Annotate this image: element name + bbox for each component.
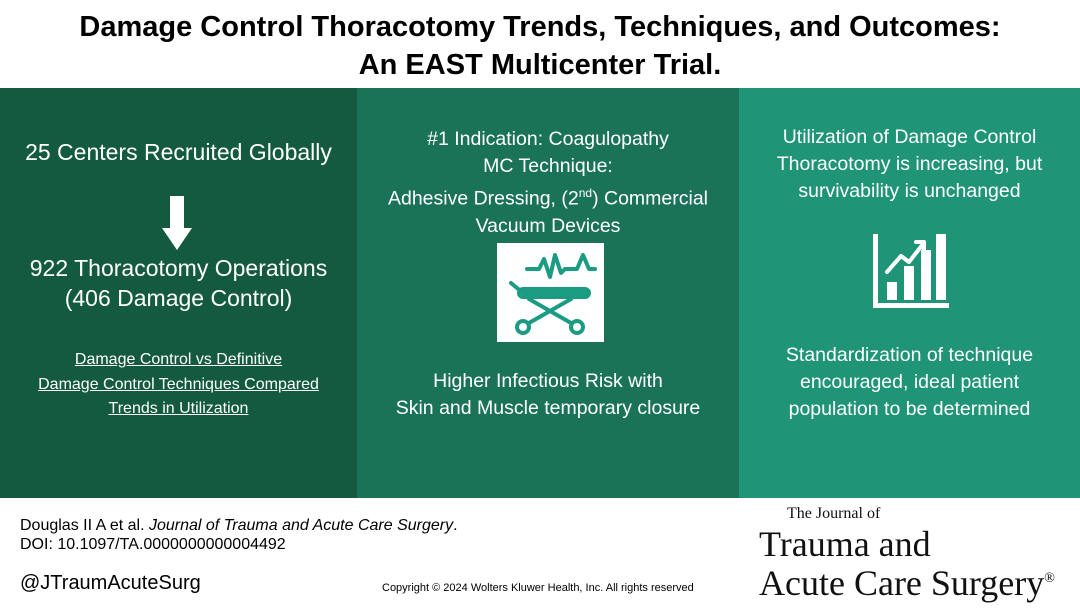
operations-line-2: (406 Damage Control) (64, 285, 293, 311)
topic-dc-vs-definitive: Damage Control vs Definitive (74, 351, 283, 368)
citation: Douglas II A et al. Journal of Trauma an… (20, 516, 458, 554)
journal-logo-line-2: Acute Care Surgery® (759, 563, 1055, 603)
copyright-text: Copyright © 2024 Wolters Kluwer Health, … (382, 582, 694, 594)
bar-chart-trend-icon (873, 234, 949, 308)
utilization-line-2: Thoracotomy is increasing, but (776, 153, 1043, 175)
standardization-text: Standardization of technique encouraged,… (739, 342, 1080, 423)
panel-study-design: 25 Centers Recruited Globally 922 Thorac… (0, 88, 357, 498)
standard-line-1: Standardization of technique (785, 344, 1034, 366)
utilization-line-3: survivability is unchanged (798, 180, 1021, 202)
technique-line-2: Vacuum Devices (475, 214, 621, 237)
title-line-1: Damage Control Thoracotomy Trends, Techn… (79, 11, 1001, 43)
panel-techniques: #1 Indication: Coagulopathy MC Technique… (357, 88, 739, 498)
twitter-handle: @JTraumAcuteSurg (20, 572, 201, 594)
topics-list: Damage Control vs Definitive Damage Cont… (0, 348, 357, 422)
indication-text: #1 Indication: Coagulopathy (427, 128, 669, 150)
utilization-line-1: Utilization of Damage Control (782, 126, 1037, 148)
technique-label: MC Technique: (483, 155, 613, 177)
infection-risk-text: Higher Infectious Risk with Skin and Mus… (357, 368, 739, 422)
topic-techniques-compared: Damage Control Techniques Compared (38, 375, 319, 393)
doi-text: DOI: 10.1097/TA.0000000000004492 (20, 536, 286, 553)
technique-text: #1 Indication: Coagulopathy MC Technique… (357, 126, 739, 240)
infection-line-1: Higher Infectious Risk with (433, 370, 663, 392)
panel-outcomes: Utilization of Damage Control Thoracotom… (739, 88, 1080, 498)
operations-line-1: 922 Thoracotomy Operations (29, 255, 328, 281)
operations-text: 922 Thoracotomy Operations (406 Damage C… (0, 253, 357, 313)
topic-trends: Trends in Utilization (108, 400, 249, 417)
down-arrow-icon (162, 196, 192, 250)
citation-line: Douglas II A et al. Journal of Trauma an… (20, 517, 458, 534)
infection-line-2: Skin and Muscle temporary closure (395, 397, 701, 419)
centers-text: 25 Centers Recruited Globally (25, 139, 332, 165)
utilization-text: Utilization of Damage Control Thoracotom… (739, 124, 1080, 205)
stretcher-heartbeat-icon (497, 243, 604, 342)
journal-logo-line-1: Trauma and (759, 524, 931, 564)
standard-line-3: population to be determined (788, 398, 1031, 420)
journal-logo-small: The Journal of (787, 505, 881, 522)
standard-line-2: encouraged, ideal patient (799, 371, 1019, 393)
title-line-2: An EAST Multicenter Trial. (358, 49, 722, 81)
page-title: Damage Control Thoracotomy Trends, Techn… (0, 8, 1080, 84)
technique-line-1: Adhesive Dressing, (2nd) Commercial (387, 186, 709, 210)
